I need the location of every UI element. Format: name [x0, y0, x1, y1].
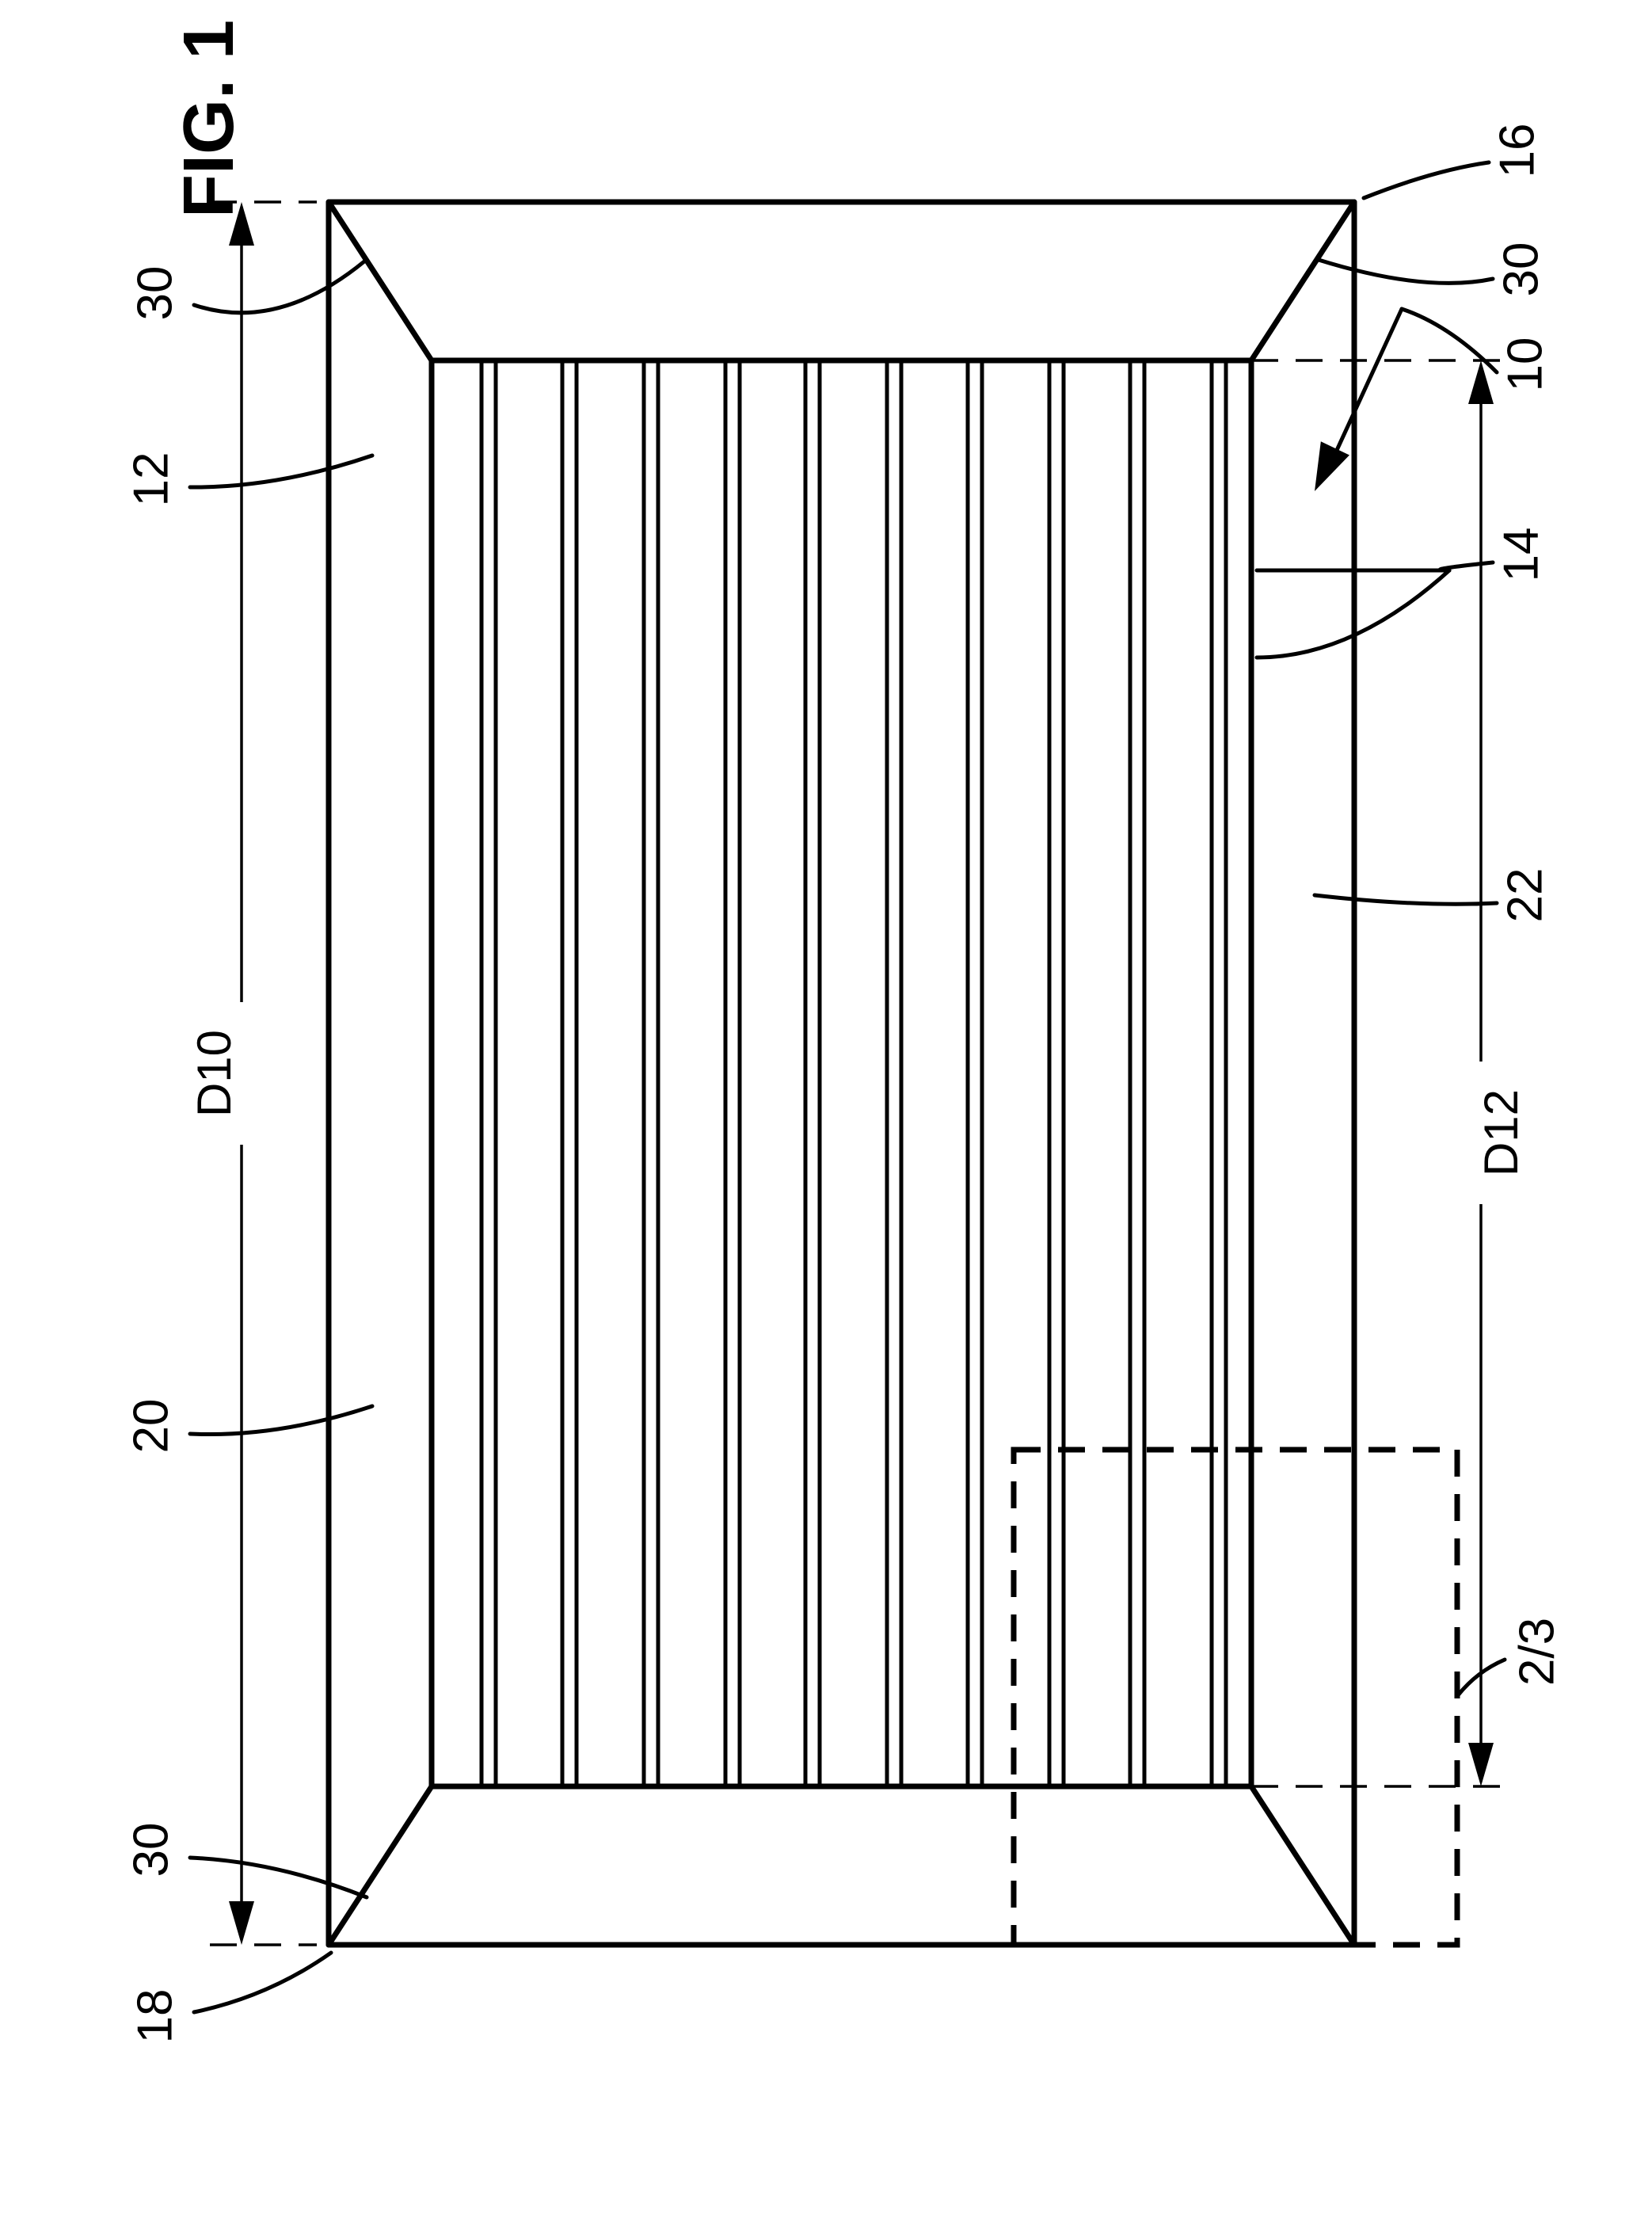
- callout-30: 30: [124, 1823, 178, 1877]
- callout-16: 16: [1490, 124, 1544, 178]
- detail-callout-box: [1014, 1450, 1457, 1945]
- callout-18: 18: [128, 1989, 182, 2044]
- callout-10: 10: [1498, 337, 1552, 392]
- callout-30: 30: [1494, 242, 1548, 297]
- figure-canvas: D10 D12 10 16 30 14 22 2/3 30 12 20 30 18 FIG. 1: [0, 0, 1652, 2230]
- dimension-d10-label: D10: [188, 1030, 241, 1117]
- dimension-d12-label: D12: [1475, 1089, 1528, 1176]
- figure-title: FIG. 1: [169, 20, 249, 218]
- callout-20: 20: [124, 1399, 178, 1454]
- callout-14: 14: [1494, 528, 1548, 582]
- callout-2-3: 2/3: [1509, 1618, 1564, 1686]
- callout-22: 22: [1498, 868, 1552, 923]
- callout-30: 30: [128, 266, 182, 321]
- callout-12: 12: [124, 452, 178, 507]
